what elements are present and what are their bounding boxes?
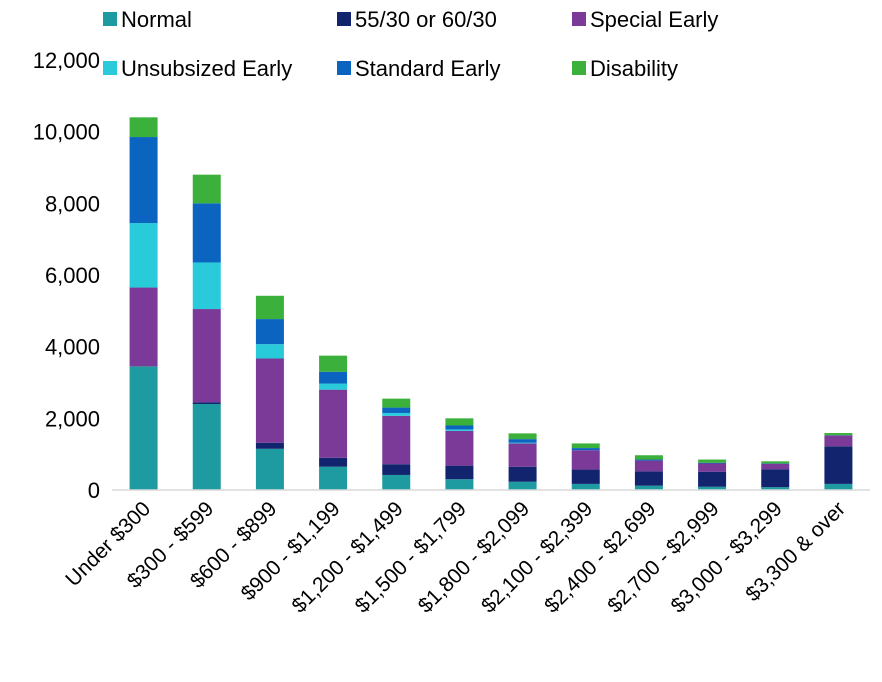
legend-swatch (337, 12, 351, 26)
bar-segment (824, 484, 852, 490)
y-tick-label: 10,000 (33, 120, 100, 145)
bar-segment (572, 450, 600, 469)
bar-segment (572, 448, 600, 450)
bar-segment (761, 469, 789, 487)
bar-segment (572, 484, 600, 490)
bar-segment (193, 262, 221, 309)
bar-segment (382, 464, 410, 475)
bar-segment (761, 461, 789, 463)
bar-segment (761, 464, 789, 469)
bar-segment (445, 479, 473, 490)
bar-segment (319, 384, 347, 390)
legend-label: Standard Early (355, 56, 501, 81)
bar-segment (256, 443, 284, 449)
bar-segment (130, 117, 158, 137)
bar-segment (319, 390, 347, 458)
y-tick-label: 4,000 (45, 335, 100, 360)
bar-segment (445, 426, 473, 430)
bar-segment (698, 463, 726, 464)
bar-segment (572, 443, 600, 448)
x-tick-label: $2,400 - $2,699 (540, 497, 660, 617)
bar-segment (382, 416, 410, 464)
bar-segment (382, 413, 410, 416)
x-tick-label: $2,100 - $2,399 (477, 497, 597, 617)
bar-segment (193, 402, 221, 404)
bar-segment (698, 463, 726, 471)
bar-segment (130, 223, 158, 288)
legend-swatch (572, 12, 586, 26)
bar-segment (256, 449, 284, 490)
legend-swatch (337, 61, 351, 75)
y-tick-label: 8,000 (45, 191, 100, 216)
bar-segment (445, 466, 473, 480)
bar-segment (824, 433, 852, 435)
x-tick-label: $3,000 - $3,299 (666, 497, 786, 617)
bar-segment (698, 472, 726, 487)
bar-segment (635, 461, 663, 472)
bar-segment (382, 399, 410, 408)
x-tick-label: $2,700 - $2,999 (603, 497, 723, 617)
bar-segment (824, 436, 852, 447)
legend-label: 55/30 or 60/30 (355, 7, 497, 32)
x-tick-label: $1,200 - $1,499 (287, 497, 407, 617)
bar-segment (572, 470, 600, 484)
bar-segment (130, 366, 158, 490)
bar-segment (509, 443, 537, 466)
legend-label: Disability (590, 56, 678, 81)
bar-segment (635, 455, 663, 459)
bar-segment (698, 460, 726, 463)
bar-segment (319, 467, 347, 490)
legend-label: Normal (121, 7, 192, 32)
x-tick-label: $1,800 - $2,099 (414, 497, 534, 617)
bar-segment (509, 443, 537, 444)
legend-label: Unsubsized Early (121, 56, 292, 81)
bar-segment (635, 471, 663, 485)
bar-segment (445, 431, 473, 466)
bar-segment (319, 356, 347, 372)
y-tick-label: 12,000 (33, 48, 100, 73)
legend-swatch (103, 12, 117, 26)
bar-segment (382, 475, 410, 490)
bar-segment (509, 467, 537, 482)
bar-segment (193, 309, 221, 402)
y-tick-label: 2,000 (45, 406, 100, 431)
legend-swatch (572, 61, 586, 75)
bar-segment (256, 344, 284, 358)
bar-segment (635, 460, 663, 461)
bar-segment (824, 446, 852, 484)
bar-segment (319, 372, 347, 384)
y-tick-label: 6,000 (45, 263, 100, 288)
bar-segment (509, 482, 537, 490)
bar-segment (193, 404, 221, 490)
bar-segment (319, 458, 347, 467)
x-tick-label: $1,500 - $1,799 (351, 497, 471, 617)
legend-swatch (103, 61, 117, 75)
bar-segment (256, 296, 284, 319)
bar-segment (445, 429, 473, 430)
bar-segment (193, 203, 221, 262)
bar-segment (256, 358, 284, 442)
legend-label: Special Early (590, 7, 718, 32)
bar-segment (193, 175, 221, 204)
bar-segment (130, 137, 158, 223)
bar-segment (509, 439, 537, 443)
bar-segment (130, 288, 158, 367)
bar-segment (382, 408, 410, 413)
bar-segment (256, 319, 284, 344)
bar-segment (509, 433, 537, 439)
y-tick-label: 0 (88, 478, 100, 503)
bar-segment (445, 418, 473, 425)
